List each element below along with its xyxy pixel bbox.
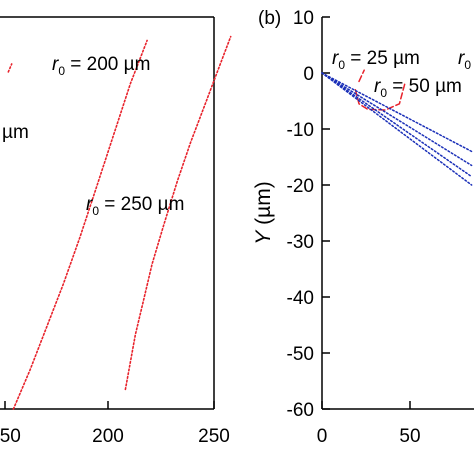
panel-b-ylabel-unit: (µm) bbox=[252, 181, 275, 230]
panel-b-y-tick-label: -60 bbox=[287, 400, 314, 421]
panel-b-y-tick-label: 0 bbox=[303, 64, 314, 85]
panel-b-series-line bbox=[321, 72, 473, 178]
annotation-r0-cropped: r0 bbox=[458, 48, 471, 72]
panel-a-series-line bbox=[124, 35, 232, 391]
panel-a: 250 200 250 r0 = 200 µm µm r0 = 250 µm bbox=[0, 16, 232, 447]
panel-b-series-line bbox=[321, 72, 473, 153]
panel-b: (b) 100-10-20-30-40-50-600 50 Y (µm) r0 =… bbox=[252, 8, 474, 447]
panel-a-x-tick-label: 250 bbox=[198, 426, 230, 447]
annotation-r0-25: r0 = 25 µm bbox=[332, 48, 420, 72]
panel-a-tick-labels: 250 200 250 bbox=[0, 426, 230, 447]
annotation-r0-200: r0 = 200 µm bbox=[52, 54, 150, 78]
panel-b-x-tick-label: 0 bbox=[317, 426, 328, 447]
panel-a-ticks bbox=[4, 401, 215, 409]
panel-b-y-tick-label: -10 bbox=[287, 120, 314, 141]
panel-b-label: (b) bbox=[258, 8, 281, 29]
panel-b-series bbox=[321, 69, 473, 186]
annotation-r0-50: r0 = 50 µm bbox=[374, 76, 462, 100]
panel-b-ylabel: Y (µm) bbox=[252, 181, 275, 244]
panel-a-x-tick-label: 200 bbox=[92, 426, 124, 447]
panel-b-y-tick-label: 10 bbox=[293, 8, 314, 29]
panel-b-y-tick-label: -40 bbox=[287, 288, 314, 309]
panel-b-y-tick-label: -20 bbox=[287, 176, 314, 197]
panel-a-series bbox=[7, 35, 232, 410]
panel-b-x-tick-label: 50 bbox=[399, 426, 420, 447]
panel-a-series-line bbox=[7, 63, 13, 73]
panel-b-series-line bbox=[358, 69, 365, 83]
annotation-r0-250: r0 = 250 µm bbox=[86, 194, 184, 218]
panel-b-y-tick-label: -50 bbox=[287, 344, 314, 365]
panel-b-series-line bbox=[321, 72, 473, 167]
panel-b-series-line bbox=[321, 72, 473, 186]
panel-b-series-line bbox=[354, 83, 406, 111]
panel-a-series-line bbox=[12, 39, 148, 410]
panel-b-y-tick-label: -30 bbox=[287, 232, 314, 253]
panel-a-x-tick-label: 250 bbox=[0, 426, 21, 447]
annotation-um-cropped: µm bbox=[2, 122, 29, 143]
panel-b-tick-labels: 100-10-20-30-40-50-600 50 bbox=[287, 8, 421, 447]
